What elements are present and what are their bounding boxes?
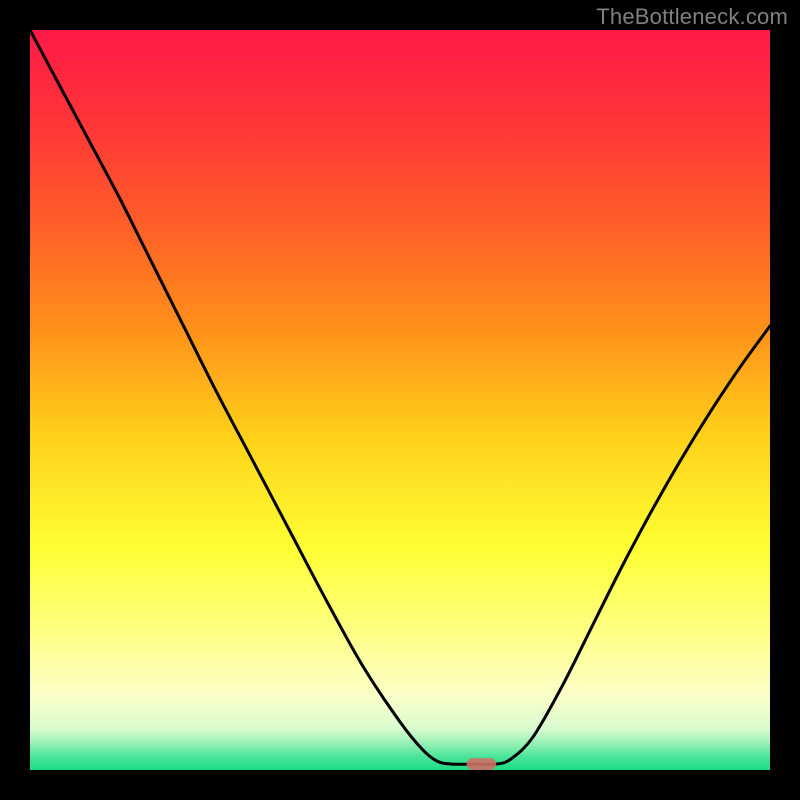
chart-svg — [0, 0, 800, 800]
bottleneck-chart: TheBottleneck.com — [0, 0, 800, 800]
optimal-marker — [467, 758, 497, 770]
watermark-text: TheBottleneck.com — [596, 4, 788, 30]
plot-background — [30, 30, 770, 770]
